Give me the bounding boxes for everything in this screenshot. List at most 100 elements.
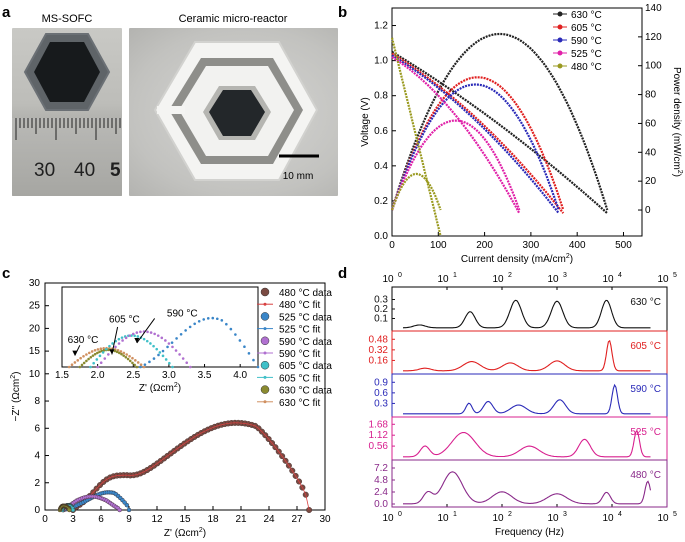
ruler: 30 40 5	[12, 118, 122, 196]
inset-arc-1	[78, 348, 139, 369]
y-tick-label: 7.2	[374, 463, 388, 474]
inset-point	[185, 361, 189, 365]
nyquist-arc-630	[57, 503, 72, 513]
inset-tick-label: 3.5	[198, 370, 212, 381]
inset-point	[90, 350, 94, 353]
top-tick-label: 10	[437, 274, 449, 285]
data-point	[306, 507, 313, 514]
inset-point	[256, 365, 260, 369]
annotation-arrow	[136, 318, 156, 344]
inset-point	[179, 333, 183, 336]
bottom-tick-label: 10	[547, 513, 559, 524]
inset-point	[243, 345, 246, 349]
power-curve	[390, 76, 565, 211]
inset-point	[133, 334, 136, 338]
inset-point	[107, 353, 110, 356]
inset-point	[247, 352, 251, 355]
y-tick-label: 1.68	[369, 419, 389, 430]
inset-point	[67, 365, 71, 369]
x-tick-label: 500	[615, 240, 632, 251]
legend-label: 590 °C data	[279, 337, 332, 348]
inset-point	[220, 319, 224, 322]
inset-point	[170, 341, 174, 344]
top-tick-label: 10	[657, 274, 669, 285]
inset-frame	[61, 286, 259, 368]
inset-point	[168, 361, 171, 365]
top-tick-label: 10	[602, 274, 614, 285]
inset-point	[76, 359, 80, 362]
inset-point	[234, 333, 237, 336]
y-tick-label: 15	[29, 346, 41, 357]
inset-point	[120, 336, 124, 339]
legend-label: 525 °C	[571, 49, 602, 60]
y2-tick-label: 0	[645, 205, 651, 216]
y-tick-label: 0.16	[369, 355, 389, 366]
y-tick-label: 6	[34, 423, 40, 434]
inset-point	[93, 349, 97, 352]
inset-point	[78, 365, 82, 369]
bottom-tick-label: 10	[382, 513, 394, 524]
series-2: 590 °C	[390, 36, 602, 214]
inset-point	[102, 346, 105, 350]
inset-point	[128, 359, 132, 363]
chart-d-xlabel: Frequency (Hz)	[495, 527, 564, 538]
y-tick-label: 0.2	[374, 196, 388, 207]
inset-point	[188, 325, 192, 329]
power-curve	[390, 32, 609, 211]
top-tick-exp: 2	[508, 272, 512, 279]
inset-point	[225, 322, 228, 326]
y-tick-label: 0	[34, 505, 40, 516]
inset-point	[82, 361, 86, 365]
fit-line	[72, 422, 310, 511]
inset-point	[107, 348, 110, 352]
fit-line	[59, 505, 70, 511]
y2-tick-label: 60	[645, 118, 657, 129]
bottom-tick-label: 10	[437, 513, 449, 524]
y-tick-label: 0.32	[369, 345, 389, 356]
inset-point	[193, 322, 196, 326]
y-tick-label: 1.2	[374, 21, 388, 32]
y2-tick-label: 80	[645, 90, 657, 101]
inset-point	[149, 342, 152, 345]
inset-point	[103, 357, 107, 360]
inset-point	[128, 354, 131, 358]
voltage-curve	[391, 56, 521, 214]
inset-point	[157, 353, 160, 357]
chart-b-y2label: Power density (mW/cm2)	[671, 67, 683, 177]
x-tick-label: 200	[476, 240, 493, 251]
top-tick-label: 10	[492, 274, 504, 285]
bottom-tick-exp: 1	[453, 511, 457, 518]
bottom-tick-exp: 2	[508, 511, 512, 518]
inset-point	[128, 334, 132, 337]
legend-label: 630 °C	[571, 10, 602, 21]
inset-point	[124, 355, 128, 359]
inset-point	[197, 319, 201, 323]
inset-point	[114, 345, 117, 349]
arrow-head	[134, 338, 140, 343]
y-tick-label: 0.9	[374, 377, 388, 388]
drt-curve	[403, 383, 651, 415]
bottom-tick-exp: 4	[618, 511, 622, 518]
top-tick-label: 10	[382, 274, 394, 285]
inset-point	[131, 356, 134, 360]
inset-point	[79, 356, 82, 360]
legend-label: 480 °C	[571, 62, 602, 73]
y-tick-label: 2.4	[374, 487, 388, 498]
inset-point	[155, 347, 159, 351]
x-tick-label: 100	[430, 240, 447, 251]
power-curve	[390, 119, 521, 211]
ms-sofc-photo: 30 40 5	[12, 28, 122, 196]
inset-point	[99, 347, 103, 350]
inset-point	[211, 316, 215, 320]
reactor-frame	[153, 41, 319, 181]
inset-point	[98, 350, 101, 354]
inset-point	[91, 354, 95, 357]
inset-point	[167, 342, 171, 345]
legend-marker	[260, 385, 270, 394]
inset-point	[73, 361, 77, 364]
top-tick-exp: 5	[673, 272, 677, 279]
inset-point	[174, 349, 178, 352]
top-tick-exp: 1	[453, 272, 457, 279]
inset-point	[166, 345, 169, 349]
